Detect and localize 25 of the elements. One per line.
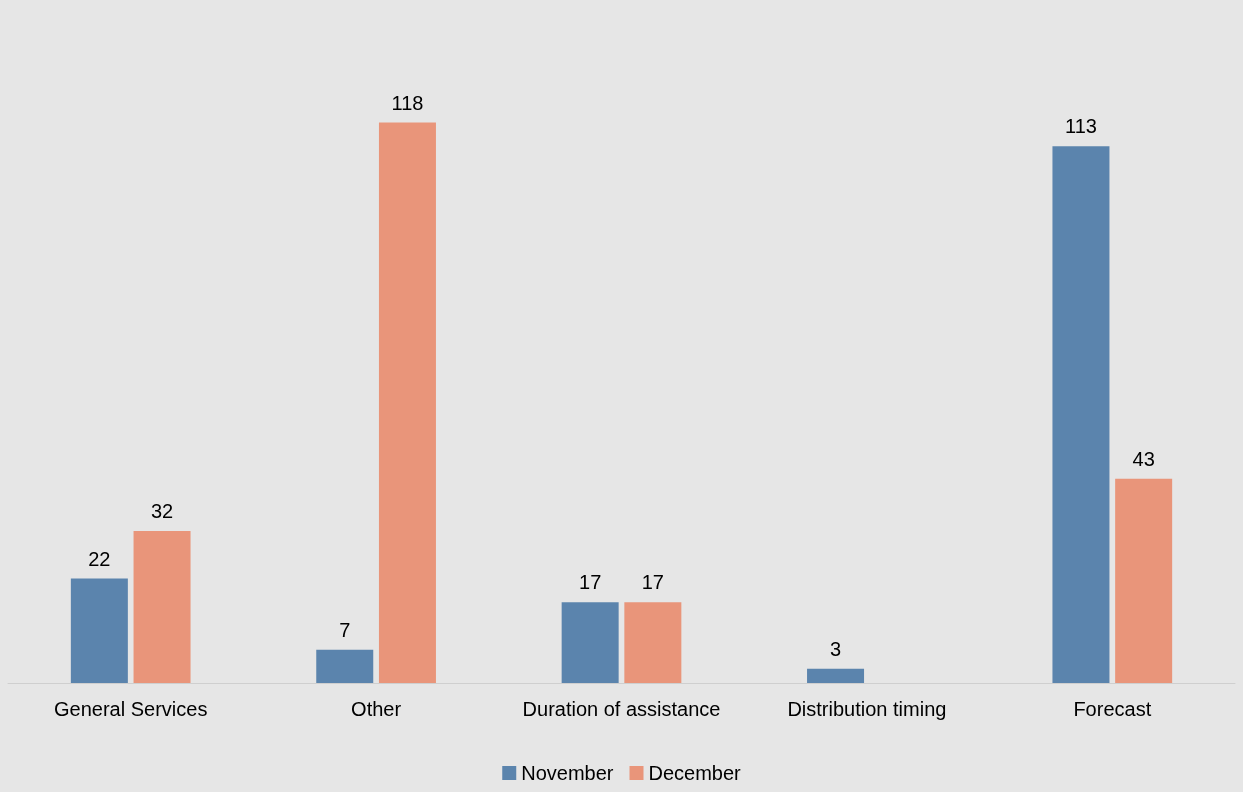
bar (1052, 146, 1110, 683)
bar (316, 649, 374, 683)
bar (378, 122, 436, 683)
data-label: 17 (579, 571, 602, 594)
data-label: 43 (1132, 447, 1155, 470)
x-tick-label: Other (351, 698, 402, 720)
legend-label: November (521, 762, 614, 784)
x-tick-label: General Services (54, 698, 208, 720)
data-label: 17 (641, 571, 664, 594)
data-label: 118 (391, 91, 424, 114)
x-tick-label: Distribution timing (787, 698, 947, 720)
data-label: 22 (88, 547, 111, 570)
bar (133, 531, 191, 683)
bar (807, 668, 865, 683)
data-label: 3 (829, 637, 842, 660)
data-label: 7 (339, 618, 351, 641)
x-tick-label: Duration of assistance (522, 698, 721, 720)
data-label: 113 (1065, 115, 1097, 138)
legend-label: December (648, 762, 742, 784)
bar (1115, 478, 1173, 683)
x-tick-label: Forecast (1073, 698, 1152, 720)
bar (624, 602, 682, 683)
data-label: 32 (150, 500, 174, 522)
bar (561, 602, 619, 683)
bar (70, 578, 128, 683)
